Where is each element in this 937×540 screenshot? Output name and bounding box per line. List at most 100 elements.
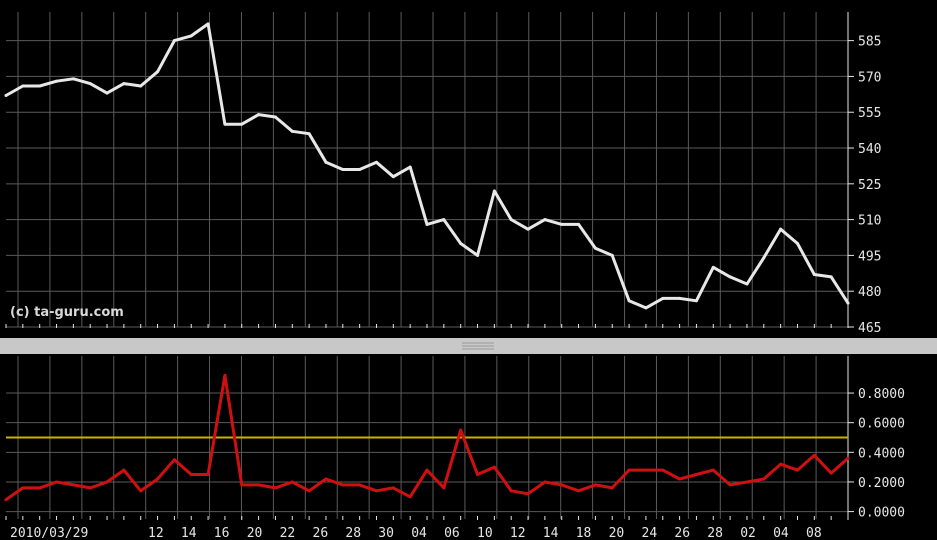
price-data-point [492,189,496,193]
indicator-data-point [492,465,496,469]
indicator-data-point [341,483,345,487]
indicator-data-point [38,486,42,490]
x-date-label: 26 [674,526,690,540]
price-data-point [273,115,277,119]
x-date-label: 08 [806,526,822,540]
indicator-data-point [627,468,631,472]
indicator-ytick-label: 0.6000 [858,417,905,432]
price-data-point [88,82,92,86]
price-data-point [122,82,126,86]
indicator-data-point [358,483,362,487]
indicator-data-point [122,468,126,472]
indicator-data-point [189,473,193,477]
indicator-data-point [257,483,261,487]
indicator-data-point [762,477,766,481]
price-ytick-label: 510 [858,214,881,229]
indicator-data-point [644,468,648,472]
price-data-point [341,168,345,171]
price-data-point [257,113,261,117]
indicator-data-point [779,462,783,466]
watermark-text: (c) ta-guru.com [10,305,124,320]
price-ytick-label: 495 [858,249,881,264]
indicator-data-point [459,428,463,432]
splitter-grip-icon[interactable] [462,342,494,350]
indicator-data-point [526,492,530,496]
indicator-data-point [661,468,665,472]
indicator-data-point [55,480,59,484]
indicator-data-point [172,458,176,462]
price-data-point [442,218,446,222]
price-data-point [71,77,75,81]
indicator-data-point [476,473,480,477]
price-data-point [38,84,42,88]
price-panel: 465 480 495 510 525 540 555 570 585 [4,12,881,336]
x-date-label: 04 [411,526,427,540]
indicator-data-point [745,480,749,484]
price-data-point [408,165,412,169]
indicator-data-point [442,486,446,490]
price-data-point [4,94,8,98]
price-data-point [156,70,160,74]
price-data-point [728,275,732,279]
indicator-data-point [509,489,513,493]
x-date-label: 04 [773,526,789,540]
indicator-data-point [71,483,75,487]
indicator-data-point [795,468,799,472]
indicator-data-point [206,473,210,477]
price-data-point [374,160,378,164]
price-data-point [543,218,547,222]
price-ytick-label: 570 [858,70,881,85]
indicator-data-point [728,483,732,487]
indicator-data-point [240,483,244,487]
x-date-label: 12 [510,526,526,540]
x-date-label: 02 [740,526,756,540]
price-series-line [5,22,850,310]
indicator-data-point [324,477,328,481]
indicator-data-point [560,483,564,487]
indicator-data-point [223,373,227,377]
indicator-data-point [678,477,682,481]
price-data-point [459,241,463,245]
x-date-label: 14 [181,526,197,540]
price-data-point [779,227,783,231]
price-data-point [307,132,311,136]
price-data-point [678,296,682,300]
price-data-point [745,282,749,286]
x-date-label: 28 [345,526,361,540]
x-date-label: 20 [247,526,263,540]
price-ytick-label: 525 [858,178,881,193]
indicator-data-point [711,468,715,472]
x-date-label: 2010/03/29 [10,526,88,540]
price-data-point [476,253,480,257]
price-data-point [509,218,513,222]
price-ytick-label: 465 [858,321,881,336]
indicator-data-point [391,486,395,490]
x-date-label: 30 [378,526,394,540]
indicator-data-point [694,473,698,477]
price-data-point [627,299,631,303]
x-date-label: 22 [280,526,296,540]
price-data-point [829,275,833,279]
price-data-point [139,84,143,88]
price-data-point [795,241,799,245]
indicator-ytick-label: 0.0000 [858,506,905,521]
indicator-data-point [812,453,816,457]
x-date-label: 18 [576,526,592,540]
price-data-point [577,222,581,226]
indicator-data-point [105,480,109,484]
price-data-point [223,122,227,126]
price-data-point [593,246,597,250]
indicator-data-point [425,468,429,472]
price-data-point [610,253,614,257]
price-data-point [55,79,59,83]
indicator-data-point [307,489,311,493]
indicator-ytick-label: 0.2000 [858,476,905,491]
indicator-data-point [846,456,850,460]
price-ytick-label: 555 [858,106,881,121]
price-data-point [105,91,109,95]
price-ytick-label: 585 [858,35,881,50]
x-date-label: 14 [543,526,559,540]
indicator-data-point [273,486,277,490]
